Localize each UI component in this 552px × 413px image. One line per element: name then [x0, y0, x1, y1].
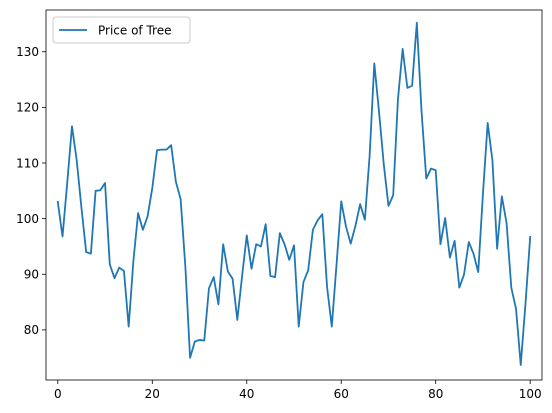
- x-tick-label: 20: [145, 387, 160, 401]
- x-tick-label: 0: [54, 387, 62, 401]
- x-tick-label: 60: [334, 387, 349, 401]
- legend-label: Price of Tree: [98, 24, 171, 38]
- plot-area: [46, 10, 542, 380]
- y-tick-label: 90: [24, 268, 39, 282]
- y-tick-label: 80: [24, 323, 39, 337]
- x-tick-label: 100: [519, 387, 542, 401]
- x-tick-label: 80: [428, 387, 443, 401]
- plot-frame: [45, 9, 543, 381]
- series-layer: [56, 21, 532, 366]
- x-axis-ticks: 0 20 40 60 80 100: [54, 380, 542, 401]
- legend-box: [52, 16, 191, 44]
- y-tick-label: 100: [16, 212, 39, 226]
- legend: Price of Tree: [52, 16, 191, 44]
- y-tick-label: 120: [16, 101, 39, 115]
- x-tick-label: 40: [239, 387, 254, 401]
- y-tick-label: 130: [16, 45, 39, 59]
- y-tick-label: 110: [16, 156, 39, 170]
- series-line-0: [56, 21, 532, 366]
- y-axis-ticks: 80 90 100 110 120 130: [16, 45, 46, 337]
